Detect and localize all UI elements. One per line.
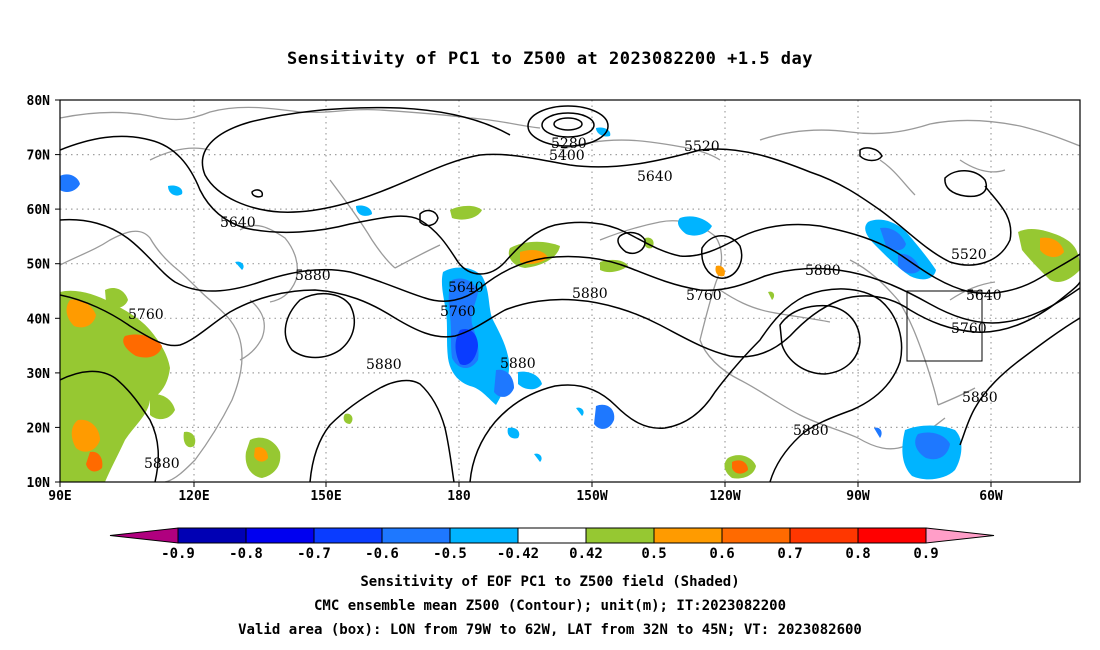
colorbar-triangle-low — [109, 527, 179, 544]
lat-label: 40N — [27, 312, 51, 327]
colorbar-swatch — [721, 527, 791, 544]
lat-label: 80N — [27, 94, 51, 109]
colorbar-swatch — [789, 527, 859, 544]
latitude-labels: 80N 70N 60N 50N 40N 30N 20N 10N — [27, 94, 51, 491]
contour-label: 5640 — [966, 288, 1002, 304]
contour-label: 5520 — [684, 139, 720, 155]
contour-label: 5880 — [572, 286, 608, 302]
colorbar-label: 0.5 — [641, 546, 666, 562]
colorbar-label: -0.9 — [161, 546, 195, 562]
contour-label: 5880 — [295, 268, 331, 284]
colorbar-swatch — [653, 527, 723, 544]
lat-label: 10N — [27, 476, 51, 491]
sensitivity-shading — [60, 127, 1080, 482]
lat-label: 30N — [27, 367, 51, 382]
colorbar-triangle-high — [925, 527, 995, 544]
lon-label: 120E — [178, 489, 209, 504]
lon-label: 150W — [576, 489, 607, 504]
caption-line-3: Valid area (box): LON from 79W to 62W, L… — [238, 622, 862, 638]
colorbar-swatch — [313, 527, 383, 544]
colorbar-label: 0.8 — [845, 546, 870, 562]
contour-label: 5640 — [637, 169, 673, 185]
colorbar-label: 0.42 — [569, 546, 603, 562]
contour-label: 5880 — [144, 456, 180, 472]
colorbar-swatch — [857, 527, 927, 544]
z500-contours — [60, 105, 1080, 482]
lon-label: 60W — [979, 489, 1003, 504]
colorbar-swatch — [381, 527, 451, 544]
lon-label: 90E — [48, 489, 71, 504]
caption-line-2: CMC ensemble mean Z500 (Contour); unit(m… — [313, 598, 786, 614]
lat-label: 60N — [27, 203, 51, 218]
caption-line-1: Sensitivity of EOF PC1 to Z500 field (Sh… — [360, 574, 740, 590]
contour-label: 5880 — [500, 356, 536, 372]
axis-ticks — [55, 99, 992, 487]
contour-label: 5880 — [366, 357, 402, 373]
colorbar-label: -0.8 — [229, 546, 263, 562]
colorbar-swatch — [449, 527, 519, 544]
contour-label: 5640 — [448, 280, 484, 296]
colorbar-label: 0.9 — [913, 546, 938, 562]
colorbar-swatch — [585, 527, 655, 544]
colorbar-label: -0.7 — [297, 546, 331, 562]
valid-area-box — [906, 290, 983, 362]
colorbar-swatch — [245, 527, 315, 544]
chart-title: Sensitivity of PC1 to Z500 at 2023082200… — [286, 49, 813, 69]
lon-label: 150E — [310, 489, 341, 504]
colorbar-label: 0.7 — [777, 546, 802, 562]
colorbar-swatch — [177, 527, 247, 544]
colorbar-swatch — [517, 527, 587, 544]
colorbar-label: -0.5 — [433, 546, 467, 562]
contour-label: 5520 — [951, 247, 987, 263]
map-frame — [59, 99, 1081, 483]
contour-label: 5760 — [951, 321, 987, 337]
lat-label: 20N — [27, 421, 51, 436]
colorbar-label: 0.6 — [709, 546, 734, 562]
contour-label: 5760 — [686, 288, 722, 304]
contour-label: 5880 — [793, 423, 829, 439]
contour-label: 5880 — [962, 390, 998, 406]
colorbar: -0.9 -0.8 -0.7 -0.6 -0.5 -0.42 0.42 0.5 0.6 0.7 0.… — [109, 527, 995, 562]
contour-label: 5880 — [805, 263, 841, 279]
longitude-labels: 90E 120E 150E 180 150W 120W 90W 60W — [48, 489, 1003, 504]
lon-label: 180 — [447, 489, 471, 504]
lat-label: 70N — [27, 149, 51, 164]
lat-label: 50N — [27, 258, 51, 273]
contour-label: 5400 — [549, 148, 585, 164]
lon-label: 90W — [846, 489, 870, 504]
contour-label: 5760 — [440, 304, 476, 320]
colorbar-label: -0.42 — [497, 546, 539, 562]
contour-labels: 5280 5400 5520 5640 5640 5640 5640 5520 … — [128, 136, 1002, 472]
lon-label: 120W — [709, 489, 740, 504]
contour-label: 5760 — [128, 307, 164, 323]
contour-label: 5640 — [220, 215, 256, 231]
colorbar-label: -0.6 — [365, 546, 399, 562]
contour-label: 5280 — [551, 136, 587, 152]
